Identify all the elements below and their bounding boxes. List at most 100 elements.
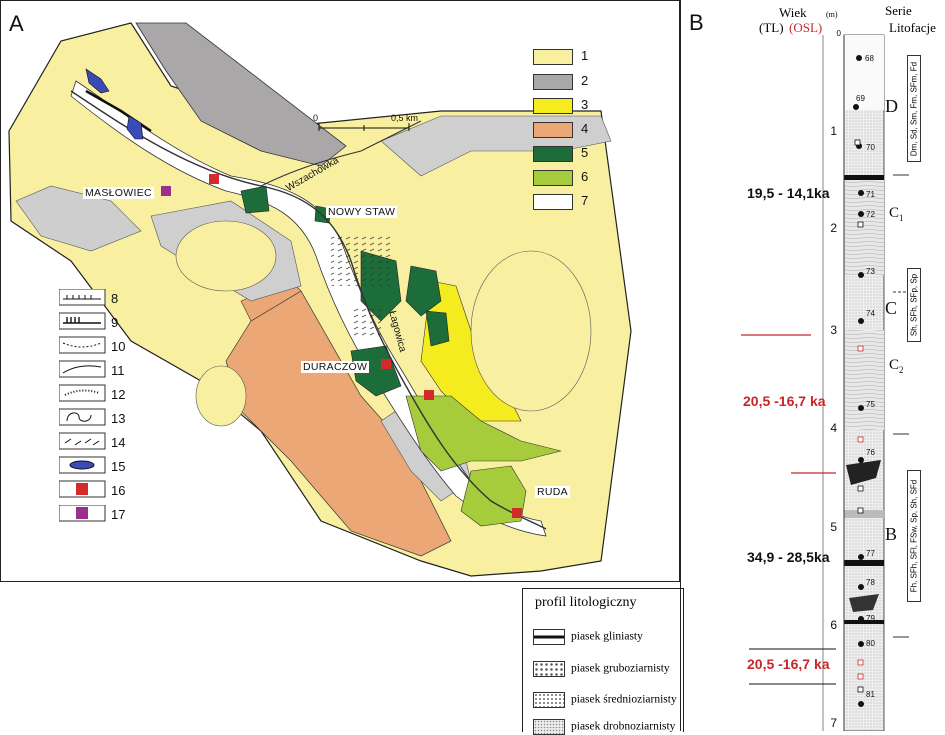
terrace-6-large — [405, 395, 562, 472]
lithology-item-4: piasek drobnoziarnisty — [533, 719, 675, 735]
unit-5-b — [405, 265, 442, 317]
series-c2-subscript: 2 — [899, 365, 904, 375]
series-c1: C1 — [889, 205, 904, 223]
depth-label-3: 3 — [830, 323, 837, 337]
panel-b-letter: B — [689, 10, 704, 35]
depth-label-1: 1 — [830, 124, 837, 138]
depth-label-7: 7 — [830, 716, 837, 730]
series-c1-subscript: 1 — [899, 213, 904, 223]
site-marker-purple — [161, 186, 171, 196]
legend-swatch-7 — [533, 194, 573, 210]
site-marker-3 — [424, 390, 434, 400]
lithology-label-3: piasek średnioziarnisty — [571, 693, 677, 706]
legend-swatch-5 — [533, 146, 573, 162]
legend-label-2: 2 — [581, 73, 589, 88]
sample-72: 72 — [866, 210, 875, 219]
legend-swatch-2 — [533, 74, 573, 90]
place-label-nowy-staw: NOWY STAW — [326, 206, 398, 218]
site-marker-2 — [381, 359, 391, 369]
depth-label-6: 6 — [830, 618, 837, 632]
legend-label-13: 13 — [111, 411, 126, 426]
sample-74: 74 — [866, 309, 875, 318]
lithology-item-2: piasek gruboziarnisty — [533, 661, 670, 677]
panel-a-letter: A — [9, 11, 24, 36]
legend-swatch-4 — [533, 122, 573, 138]
sample-75: 75 — [866, 400, 875, 409]
age-label-3: 34,9 - 28,5ka — [747, 549, 830, 565]
sample-70: 70 — [866, 143, 875, 152]
pond-1 — [85, 68, 110, 94]
place-label-duraczow: DURACZÓW — [301, 361, 370, 373]
hatch-area-1 — [331, 236, 391, 286]
depth-label-5: 5 — [830, 520, 837, 534]
legend-label-11: 11 — [111, 363, 125, 378]
series-c: C — [885, 298, 898, 318]
header-m: (m) — [826, 10, 838, 19]
site-marker-1 — [209, 174, 219, 184]
legend-label-12: 12 — [111, 387, 126, 402]
legend-swatch-3 — [533, 98, 573, 114]
header-age: Wiek — [779, 5, 807, 20]
scale-mid-label: 0,5 km — [391, 113, 419, 123]
place-label-maslowice: MASŁOWIEC — [83, 187, 154, 199]
litofacje-box-2: Sh, SFh, SFp, Sp — [907, 268, 921, 342]
legend-label-4: 4 — [581, 121, 589, 136]
litofacje-box-3: Fh, SFh, SFl, FSw, Sp, Sh, SFd — [907, 470, 921, 602]
lithology-item-1: piasek gliniasty — [533, 629, 643, 645]
lithology-swatch-2 — [533, 661, 565, 677]
geomorphological-map — [8, 22, 632, 577]
pond-2 — [126, 115, 144, 140]
legend-label-1: 1 — [581, 48, 589, 63]
header-osl: (OSL) — [789, 20, 823, 35]
unit-5-c — [350, 345, 402, 397]
legend-label-16: 16 — [111, 483, 126, 498]
sample-68: 68 — [865, 54, 874, 63]
litofacje-text-1: Dm, Sd, Sm, Fm, SFm, Fd — [909, 61, 919, 156]
litofacje-text-3: Fh, SFh, SFl, FSw, Sp, Sh, SFd — [909, 479, 919, 593]
lithology-label-4: piasek drobnoziarnisty — [571, 720, 676, 733]
litofacje-box-1: Dm, Sd, Sm, Fm, SFm, Fd — [907, 55, 921, 162]
profile-panel: B Wiek (TL) (OSL) (m) Serie Litofacje — [680, 0, 944, 731]
lithology-swatch-3 — [533, 692, 565, 708]
header-serie: Serie — [885, 3, 912, 18]
map-panel: A — [0, 0, 680, 582]
legend-symbol-swatches — [59, 289, 106, 498]
upland-lobe-3 — [470, 250, 592, 412]
sample-76: 76 — [866, 448, 875, 457]
lithology-legend: profil litologiczny piasek gliniasty pia… — [522, 588, 684, 735]
lithology-item-3: piasek średnioziarnisty — [533, 692, 677, 708]
depth-label-0: 0 — [836, 29, 841, 38]
depth-label-4: 4 — [830, 421, 837, 435]
lithology-swatch-4 — [533, 719, 565, 735]
wszachowka-river — [260, 120, 422, 187]
unit-5-e — [240, 185, 270, 214]
age-label-1: 19,5 - 14,1ka — [747, 185, 830, 201]
legend-label-3: 3 — [581, 97, 589, 112]
legend-label-17: 17 — [111, 507, 126, 522]
sample-81: 81 — [866, 690, 875, 699]
scale-zero-label: 0 — [313, 113, 319, 123]
series-c1-letter: C — [889, 205, 900, 221]
header-litofacje: Litofacje — [889, 20, 936, 35]
lithology-label-2: piasek gruboziarnisty — [571, 662, 670, 675]
legend-label-10: 10 — [111, 339, 126, 354]
legend-label-6: 6 — [581, 169, 589, 184]
sample-80: 80 — [866, 639, 875, 648]
legend-swatch-1 — [533, 49, 573, 65]
age-label-2: 20,5 -16,7 ka — [743, 393, 826, 409]
sample-73: 73 — [866, 267, 875, 276]
legend-swatch-6 — [533, 170, 573, 186]
place-label-ruda: RUDA — [535, 486, 570, 498]
sample-69: 69 — [856, 94, 865, 103]
series-c2: C2 — [889, 357, 904, 375]
hatch-area-2 — [351, 306, 381, 336]
lithology-legend-title: profil litologiczny — [535, 595, 637, 610]
series-c2-letter: C — [889, 357, 900, 373]
scale-bar — [318, 123, 410, 131]
litofacje-text-2: Sh, SFh, SFp, Sp — [909, 273, 919, 337]
legend-label-9: 9 — [111, 315, 119, 330]
sample-71: 71 — [866, 190, 875, 199]
legend-label-14: 14 — [111, 435, 126, 450]
legend-label-7: 7 — [581, 193, 589, 208]
lagowica-river — [70, 90, 547, 530]
